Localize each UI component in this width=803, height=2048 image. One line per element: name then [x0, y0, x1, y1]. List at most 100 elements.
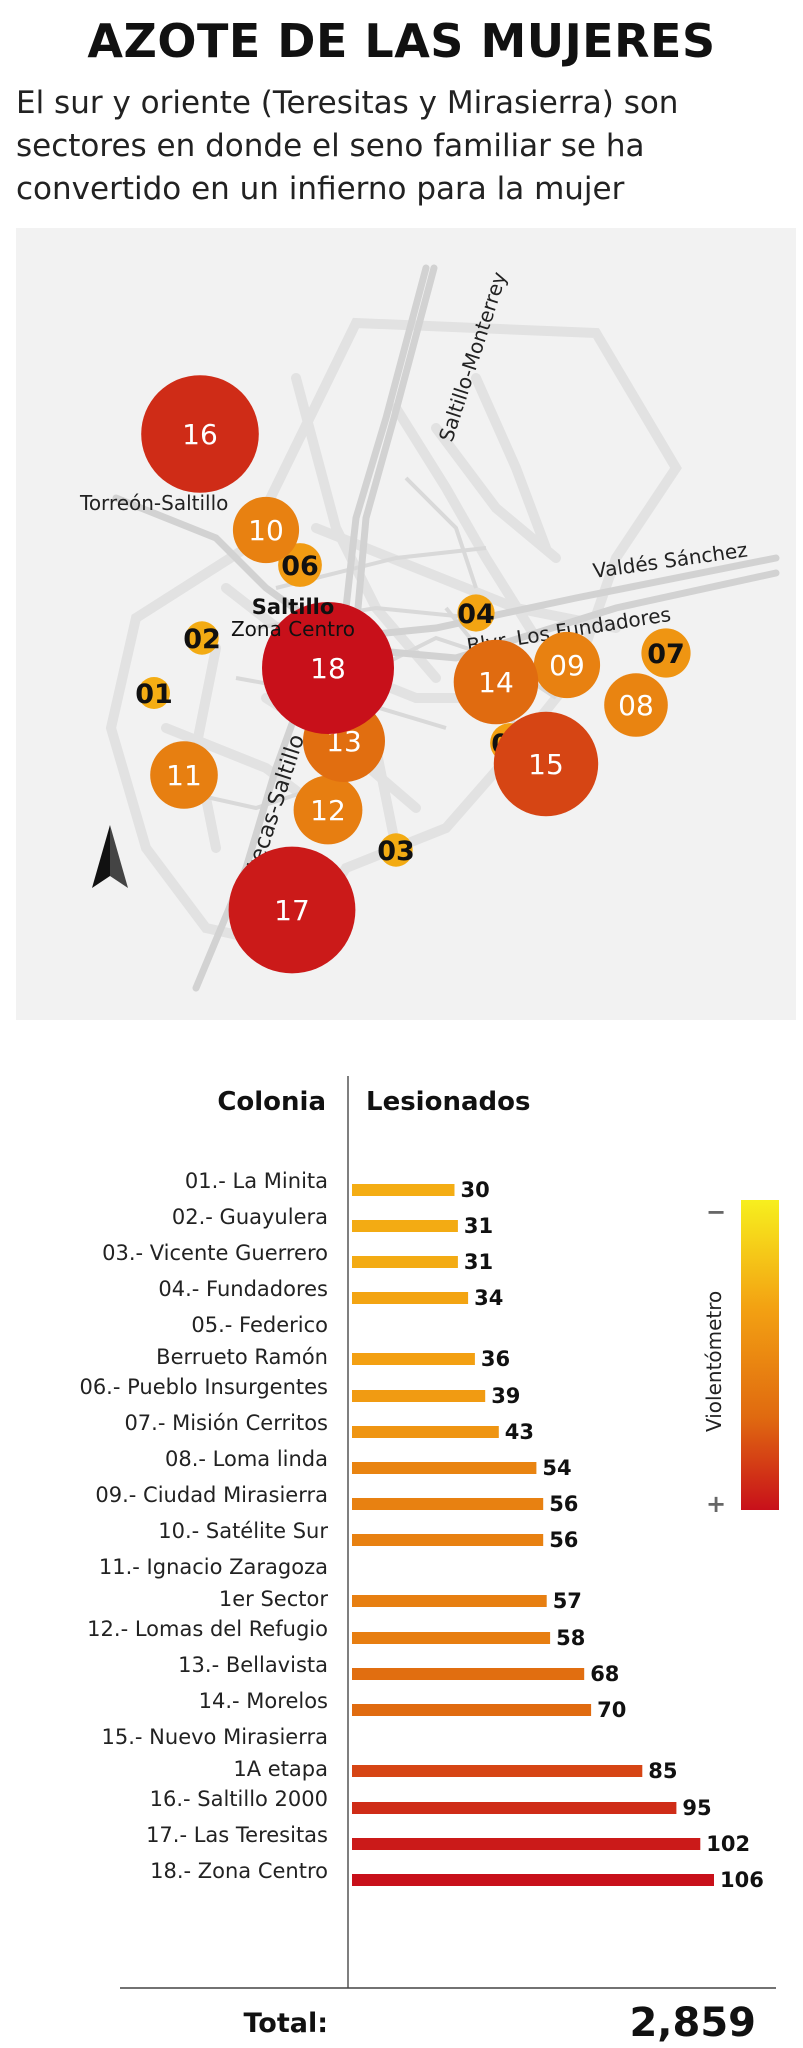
bar-value-label: 56 — [549, 1528, 578, 1552]
map-marker: 04 — [457, 594, 495, 632]
category-label: 08.- Loma linda — [165, 1447, 328, 1471]
category-label: Berrueto Ramón — [156, 1345, 328, 1369]
category-label: 05.- Federico — [191, 1313, 328, 1337]
category-label: 14.- Morelos — [199, 1689, 328, 1713]
map-marker-label: 10 — [248, 514, 284, 547]
map-marker-label: 01 — [135, 679, 173, 710]
map-marker-circle — [150, 741, 218, 809]
column-header-lesionados: Lesionados — [366, 1087, 530, 1117]
map-marker-circle — [138, 677, 170, 709]
bar — [352, 1390, 486, 1402]
map-marker-circle — [232, 496, 300, 564]
bar — [352, 1462, 537, 1474]
map-marker-circle — [453, 639, 539, 725]
map-marker-label: 06 — [281, 551, 319, 582]
map-marker: 07 — [641, 628, 691, 678]
category-label: 06.- Pueblo Insurgentes — [79, 1375, 328, 1399]
category-label: 07.- Misión Cerritos — [124, 1411, 328, 1435]
category-label: 03.- Vicente Guerrero — [102, 1241, 328, 1265]
map-marker-circle — [262, 602, 394, 734]
category-label: 13.- Bellavista — [178, 1653, 328, 1677]
category-label: 18.- Zona Centro — [150, 1859, 328, 1883]
bar-value-label: 57 — [553, 1589, 582, 1613]
map-marker: 03 — [377, 833, 415, 867]
bar — [352, 1426, 499, 1438]
map-marker: 14 — [453, 639, 539, 725]
map-marker: 11 — [150, 741, 218, 809]
map-marker-label: 18 — [310, 652, 346, 685]
bar-value-label: 39 — [491, 1384, 520, 1408]
bar — [352, 1668, 585, 1680]
bar — [352, 1256, 458, 1268]
map-marker-label: 11 — [166, 759, 202, 792]
violentometro-min-symbol: − — [706, 1198, 726, 1226]
bar-chart-graphic: Colonia Lesionados 01.- La Minita 30 02.- … — [79, 1076, 779, 2046]
bar-value-label: 31 — [464, 1250, 493, 1274]
bar — [352, 1632, 551, 1644]
center-label: Zona Centro — [231, 617, 355, 641]
bar-value-label: 68 — [590, 1662, 619, 1686]
map-marker-label: 08 — [618, 689, 654, 722]
category-label: 09.- Ciudad Mirasierra — [95, 1483, 328, 1507]
category-label: 16.- Saltillo 2000 — [150, 1787, 328, 1811]
map-marker-circle — [604, 673, 668, 737]
bar-value-label: 102 — [706, 1832, 750, 1856]
map-marker: 18 — [262, 602, 394, 734]
map-marker-label: 04 — [457, 599, 495, 630]
road-label-torreon-saltillo: Torreón-Saltillo — [79, 491, 228, 515]
bar — [352, 1838, 701, 1850]
bar-value-label: 70 — [597, 1698, 626, 1722]
map-marker-label: 12 — [310, 794, 346, 827]
category-label: 15.- Nuevo Mirasierra — [102, 1725, 328, 1749]
map-marker-circle — [457, 594, 495, 632]
map-marker-circle — [141, 375, 259, 493]
map-marker-label: 15 — [528, 748, 564, 781]
map-marker-label: 16 — [182, 418, 218, 451]
map-marker-circle — [278, 543, 322, 587]
map-marker-circle — [185, 621, 219, 655]
map-marker: 16 — [141, 375, 259, 493]
bar — [352, 1498, 544, 1510]
map-marker: 01 — [135, 677, 173, 710]
category-label: 1A etapa — [233, 1757, 328, 1781]
bar-value-label: 34 — [474, 1286, 503, 1310]
map-marker-circle — [493, 711, 599, 817]
bar-value-label: 58 — [556, 1626, 585, 1650]
bar — [352, 1704, 592, 1716]
bar-value-label: 43 — [505, 1420, 534, 1444]
road-label-saltillo-monterrey: Saltillo-Monterrey — [434, 269, 512, 445]
category-label: 10.- Satélite Sur — [158, 1519, 328, 1543]
bar-value-label: 85 — [648, 1759, 677, 1783]
column-header-colonia: Colonia — [217, 1087, 326, 1117]
bar-value-label: 36 — [481, 1347, 510, 1371]
map-marker-circle — [533, 631, 601, 699]
map-marker: 02 — [183, 621, 221, 655]
map-marker-label: 02 — [183, 624, 221, 655]
map-marker-circle — [379, 833, 413, 867]
category-label: 01.- La Minita — [185, 1169, 328, 1193]
total-label: Total: — [243, 2008, 328, 2039]
map-marker-label: 07 — [647, 639, 685, 670]
bar — [352, 1220, 458, 1232]
bar-value-label: 95 — [682, 1796, 711, 1820]
map-marker: 08 — [604, 673, 668, 737]
category-label: 11.- Ignacio Zaragoza — [99, 1555, 328, 1579]
map-marker: 17 — [228, 846, 356, 974]
city-label: Saltillo — [252, 595, 335, 619]
map-marker: 12 — [293, 775, 363, 845]
bar — [352, 1765, 643, 1777]
bar-rows: 01.- La Minita 30 02.- Guayulera 31 03.- Vic… — [79, 1169, 763, 1892]
map-marker-circle — [293, 775, 363, 845]
bar-value-label: 56 — [549, 1492, 578, 1516]
map-graphic: Saltillo-Monterrey Torreón-Saltillo Vald… — [79, 264, 780, 992]
map-marker-label: 14 — [478, 666, 514, 699]
bar — [352, 1874, 714, 1886]
map-marker-label: 17 — [274, 894, 310, 927]
category-label: 02.- Guayulera — [172, 1205, 328, 1229]
category-label: 1er Sector — [219, 1587, 328, 1611]
page-title: AZOTE DE LAS MUJERES — [87, 14, 716, 68]
north-arrow-icon — [92, 825, 128, 888]
bar-chart: Colonia Lesionados 01.- La Minita 30 02.- … — [0, 1060, 803, 2048]
map-marker: 10 — [232, 496, 300, 564]
page-subtitle: El sur y oriente (Teresitas y Mirasierra… — [16, 85, 679, 207]
